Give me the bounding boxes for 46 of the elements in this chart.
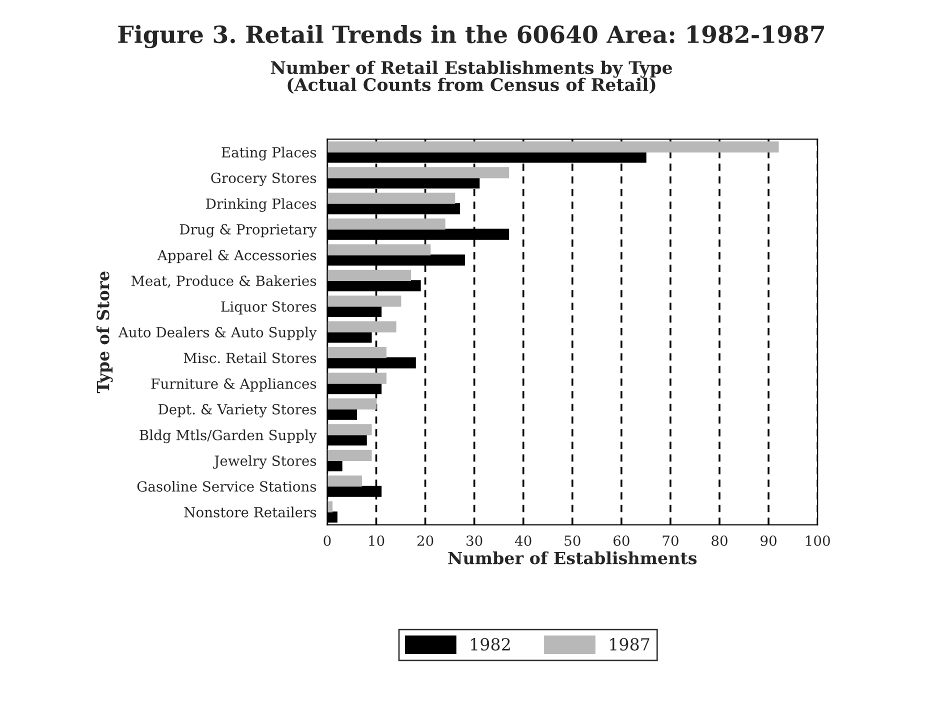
- y-tick-label: Grocery Stores: [211, 172, 316, 186]
- x-tick-label: 0: [324, 535, 331, 546]
- y-axis-title: Type of Store: [96, 271, 113, 394]
- y-tick-label: Misc. Retail Stores: [184, 352, 316, 364]
- bar: [327, 372, 386, 384]
- x-tick-label: 60: [614, 535, 630, 546]
- bar: [327, 270, 411, 282]
- legend-label: 1987: [610, 638, 650, 651]
- x-tick-label: 100: [806, 535, 830, 546]
- bar: [327, 218, 446, 230]
- y-tick-label: Bldg Mtls/Garden Supply: [140, 430, 317, 444]
- y-tick-label: Auto Dealers & Auto Supply: [118, 326, 317, 340]
- legend-label: 1982: [471, 638, 510, 651]
- x-tick-label: 90: [760, 535, 776, 546]
- chart-subtitle: Number of Retail Establishments by Type (Actual Counts from Census of Retail): [270, 60, 672, 94]
- y-tick-label: Gasoline Service Stations: [137, 480, 316, 492]
- bar: [327, 141, 779, 152]
- y-tick-label: Meat, Produce & Bakeries: [131, 275, 316, 288]
- bar: [327, 450, 372, 461]
- bar: [327, 244, 431, 256]
- y-tick-label: Eating Places: [222, 146, 316, 160]
- x-tick-label: 20: [417, 535, 434, 546]
- x-tick-label: 40: [514, 535, 532, 546]
- bar: [327, 321, 396, 332]
- bar: [327, 424, 372, 436]
- y-tick-label: Drug & Proprietary: [180, 224, 317, 238]
- x-tick-label: 80: [712, 535, 728, 546]
- y-tick-label: Jewelry Stores: [212, 455, 316, 469]
- bar: [327, 192, 456, 204]
- y-tick-label: Liquor Stores: [221, 301, 316, 314]
- x-tick-label: 70: [662, 535, 678, 546]
- x-axis-title: Number of Establishments: [448, 551, 697, 564]
- bar: [327, 296, 402, 307]
- y-tick-label: Drinking Places: [206, 198, 316, 212]
- bar: [327, 347, 386, 358]
- bar: [327, 398, 377, 410]
- x-tick-label: 30: [466, 535, 482, 546]
- bar: [327, 167, 510, 178]
- bar: [327, 476, 362, 487]
- chart-title: Figure 3. Retail Trends in the 60640 Area: 1982-1987: [118, 24, 824, 48]
- x-tick-label: 10: [369, 535, 384, 546]
- y-tick-label: Nonstore Retailers: [184, 506, 316, 518]
- y-tick-label: Apparel & Accessories: [157, 250, 316, 264]
- y-tick-label: Furniture & Appliances: [151, 378, 316, 392]
- y-tick-label: Dept. & Variety Stores: [158, 404, 316, 418]
- x-tick-label: 50: [564, 535, 580, 546]
